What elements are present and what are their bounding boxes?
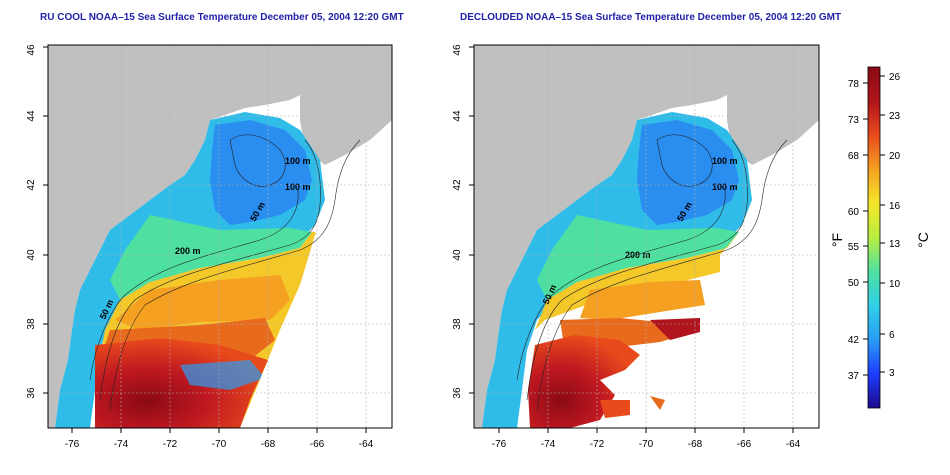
celsius-tick: 3 <box>889 368 895 379</box>
lat-tick: 44 <box>452 110 463 122</box>
lon-tick: -74 <box>541 439 556 450</box>
right-map-title: DECLOUDED NOAA–15 Sea Surface Temperatur… <box>460 12 842 23</box>
map-frame <box>47 44 393 429</box>
lat-tick: 46 <box>452 44 463 56</box>
lon-tick: -68 <box>688 439 703 450</box>
celsius-tick: 26 <box>889 72 901 83</box>
fahrenheit-tick: 50 <box>848 278 860 289</box>
left-map-title: RU COOL NOAA–15 Sea Surface Temperature … <box>40 12 404 23</box>
contour-label: 100 m <box>712 182 738 192</box>
colorbar-gradient <box>867 66 881 409</box>
fahrenheit-tick: 60 <box>848 207 860 218</box>
bathymetry-contours <box>89 134 361 411</box>
map-grid <box>474 45 819 428</box>
celsius-tick: 10 <box>889 279 901 290</box>
lat-tick: 36 <box>452 387 463 399</box>
fahrenheit-unit-label: °F <box>829 233 845 247</box>
contour-label: 100 m <box>285 182 311 192</box>
lat-tick: 40 <box>452 249 463 261</box>
celsius-unit-label: °C <box>915 232 931 248</box>
lat-tick: 38 <box>452 318 463 330</box>
lat-tick: 42 <box>452 179 463 191</box>
lat-tick: 44 <box>26 110 37 122</box>
fahrenheit-tick: 37 <box>848 371 860 382</box>
lon-tick: -70 <box>639 439 654 450</box>
lon-tick: -76 <box>492 439 507 450</box>
left-map-panel: 100 m 100 m 50 m 200 m 50 m <box>26 44 393 450</box>
land-mass <box>474 45 819 428</box>
lon-tick: -64 <box>359 439 374 450</box>
lat-tick: 42 <box>26 179 37 191</box>
bathymetry-contours <box>516 134 788 411</box>
map-grid <box>48 45 392 428</box>
celsius-tick: 16 <box>889 201 901 212</box>
celsius-tick: 6 <box>889 330 895 341</box>
fahrenheit-tick: 42 <box>848 335 860 346</box>
lat-tick: 46 <box>26 44 37 56</box>
lon-tick: -70 <box>212 439 227 450</box>
lat-tick: 40 <box>26 249 37 261</box>
lon-tick: -68 <box>261 439 276 450</box>
lon-tick: -72 <box>163 439 178 450</box>
sst-warm-offshore <box>535 232 739 330</box>
land-mass <box>48 45 392 428</box>
lon-tick: -66 <box>737 439 752 450</box>
contour-label: 100 m <box>712 156 738 166</box>
fahrenheit-tick: 55 <box>848 242 860 253</box>
celsius-tick: 23 <box>889 111 901 122</box>
nova-scotia-land <box>300 62 392 165</box>
contour-label: 200 m <box>175 246 201 256</box>
fahrenheit-tick: 73 <box>848 115 860 126</box>
lat-tick: 38 <box>26 318 37 330</box>
temperature-colorbar: 78 73 68 60 55 50 42 37 26 23 20 16 13 1… <box>829 66 931 409</box>
lon-tick: -74 <box>114 439 129 450</box>
celsius-tick: 13 <box>889 239 901 250</box>
lon-tick: -66 <box>310 439 325 450</box>
right-map-panel: 100 m 100 m 50 m 200 m 50 m <box>452 44 820 450</box>
contour-label: 200 m <box>625 250 651 260</box>
lat-tick: 36 <box>26 387 37 399</box>
lon-tick: -76 <box>65 439 80 450</box>
lon-tick: -72 <box>590 439 605 450</box>
contour-label: 100 m <box>285 156 311 166</box>
lon-tick: -64 <box>786 439 801 450</box>
fahrenheit-tick: 68 <box>848 151 860 162</box>
fahrenheit-tick: 78 <box>848 79 860 90</box>
celsius-tick: 20 <box>889 151 901 162</box>
nova-scotia-land <box>727 62 819 165</box>
